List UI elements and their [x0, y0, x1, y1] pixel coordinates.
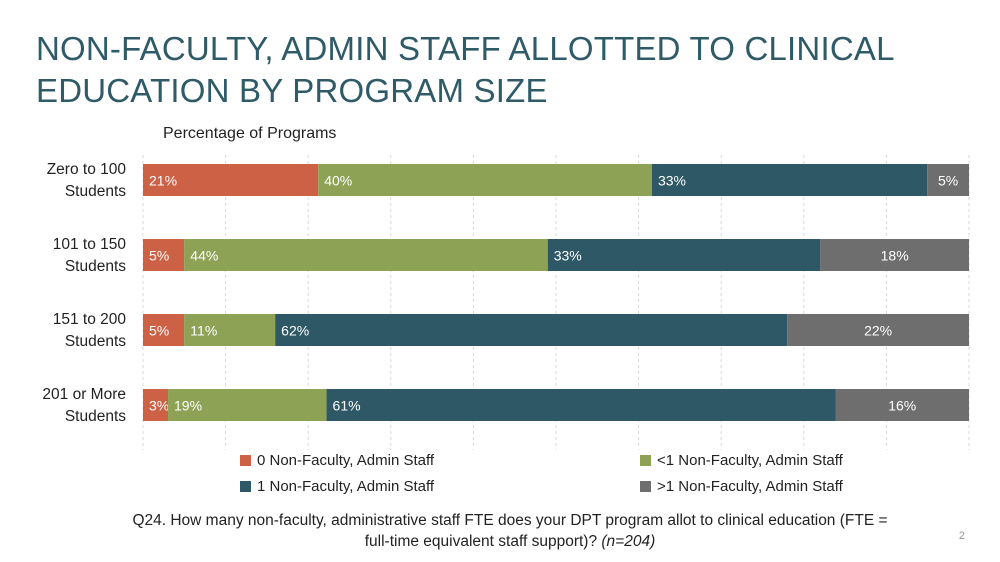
legend-item-zero: 0 Non-Faculty, Admin Staff: [240, 452, 434, 469]
legend-swatch-one: [240, 481, 251, 492]
stacked-bar-chart: Zero to 100 Students 21% 40% 33% 5% 101 to 150…: [42, 155, 970, 450]
legend-label-zero: 0 Non-Faculty, Admin Staff: [257, 452, 435, 469]
bar-segment: [275, 314, 788, 346]
page-title: NON-FACULTY, ADMIN STAFF ALLOTTED TO CLI…: [36, 30, 894, 109]
data-label: 5%: [149, 248, 169, 264]
data-label: 33%: [658, 173, 686, 189]
legend-swatch-zero: [240, 455, 251, 466]
question-n: (n=204): [601, 533, 656, 550]
question-main: Q24. How many non-faculty, administrativ…: [132, 512, 888, 550]
axis-title: Percentage of Programs: [163, 125, 337, 142]
bar-segment: [143, 164, 319, 196]
data-label: 21%: [149, 173, 177, 189]
data-label: 40%: [324, 173, 352, 189]
legend-item-one: 1 Non-Faculty, Admin Staff: [240, 478, 434, 495]
category-label: 101 to 150 Students: [53, 236, 127, 275]
data-label: 61%: [333, 398, 361, 414]
data-label: 44%: [190, 248, 218, 264]
bar-segment: [326, 389, 836, 421]
category-label: 201 or More Students: [42, 386, 126, 425]
data-label: 19%: [174, 398, 202, 414]
legend-swatch-lt1: [640, 455, 651, 466]
legend-item-gt1: >1 Non-Faculty, Admin Staff: [640, 478, 843, 495]
bar-segment: [168, 389, 327, 421]
page-number: 2: [958, 530, 965, 542]
bar-segment: [835, 389, 969, 421]
bar-segment: [318, 164, 652, 196]
data-label: 33%: [554, 248, 582, 264]
data-label: 16%: [888, 398, 916, 414]
data-label: 5%: [938, 173, 958, 189]
bar-segment: [143, 314, 185, 346]
data-label: 11%: [190, 323, 217, 339]
bar-segment: [143, 389, 169, 421]
legend-label-one: 1 Non-Faculty, Admin Staff: [257, 478, 435, 495]
bar-segment: [184, 239, 548, 271]
data-label: 22%: [864, 323, 892, 339]
bar-segment: [547, 239, 821, 271]
bar-segment: [787, 314, 969, 346]
bar-segment: [143, 239, 185, 271]
category-label: 151 to 200 Students: [53, 311, 127, 350]
legend-swatch-gt1: [640, 481, 651, 492]
question-text: Q24. How many non-faculty, administrativ…: [130, 510, 890, 552]
data-label: 62%: [281, 323, 309, 339]
legend-label-gt1: >1 Non-Faculty, Admin Staff: [657, 478, 843, 495]
bar-segment: [820, 239, 969, 271]
bar-segment: [184, 314, 276, 346]
bar-segment: [927, 164, 969, 196]
category-label: Zero to 100 Students: [47, 161, 127, 200]
data-label: 18%: [881, 248, 909, 264]
legend-label-lt1: <1 Non-Faculty, Admin Staff: [657, 452, 843, 469]
legend-item-lt1: <1 Non-Faculty, Admin Staff: [640, 452, 843, 469]
bar-segment: [651, 164, 928, 196]
data-label: 5%: [149, 323, 169, 339]
data-label: 3%: [149, 398, 169, 414]
